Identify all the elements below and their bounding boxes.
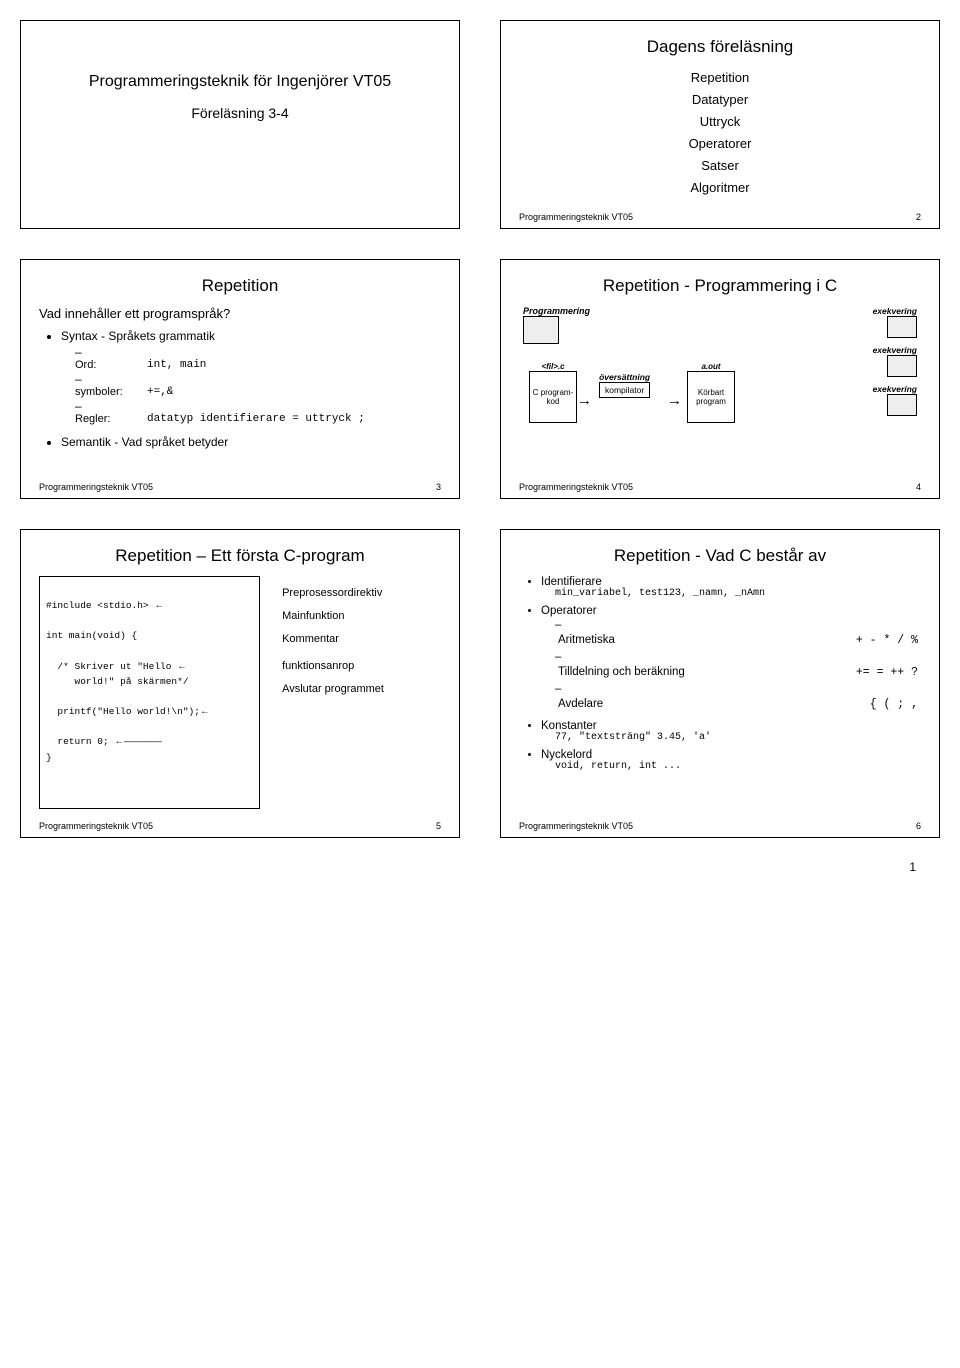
slide1-subtitle: Föreläsning 3-4	[39, 105, 441, 121]
computer-icon	[887, 316, 917, 338]
compilation-diagram: Programmering <fil>.c C program-kod → öv…	[519, 306, 921, 436]
code-block: #include <stdio.h> ← int main(void) { /*…	[39, 576, 260, 809]
operators-heading: Operatorer	[541, 605, 597, 617]
slide2-items: Repetition Datatyper Uttryck Operatorer …	[519, 67, 921, 200]
slide3-title: Repetition	[39, 276, 441, 296]
slide6-title: Repetition - Vad C består av	[519, 546, 921, 566]
semantik-heading: Semantik - Vad språket betyder	[61, 435, 441, 449]
slide5-title: Repetition – Ett första C-program	[39, 546, 441, 566]
keywords-heading: Nyckelord	[541, 749, 592, 761]
slide-6: Repetition - Vad C består av Identifiera…	[500, 529, 940, 838]
slide-4: Repetition - Programmering i C Programme…	[500, 259, 940, 499]
arrow-icon: →	[577, 392, 592, 409]
syntax-heading: Syntax - Språkets grammatik	[61, 329, 215, 343]
computer-icon	[887, 394, 917, 416]
compiler-box: kompilator	[599, 382, 650, 398]
constants-heading: Konstanter	[541, 720, 597, 732]
identifiers-heading: Identifierare	[541, 576, 602, 588]
slide1-title: Programmeringsteknik för Ingenjörer VT05	[39, 73, 441, 91]
arrow-icon: →	[667, 392, 682, 409]
slide-3: Repetition Vad innehåller ett programspr…	[20, 259, 460, 499]
page-number: 1	[909, 860, 916, 874]
slide4-title: Repetition - Programmering i C	[519, 276, 921, 296]
slide-2: Dagens föreläsning Repetition Datatyper …	[500, 20, 940, 229]
code-annotations: Preprosessordirektiv Mainfunktion Kommen…	[282, 576, 441, 809]
binary-doc-icon: Körbart program	[687, 371, 735, 423]
slide-5: Repetition – Ett första C-program #inclu…	[20, 529, 460, 838]
slide2-title: Dagens föreläsning	[519, 37, 921, 57]
slide-1: Programmeringsteknik för Ingenjörer VT05…	[20, 20, 460, 229]
computer-icon	[523, 316, 559, 344]
slide3-subtitle: Vad innehåller ett programspråk?	[39, 306, 441, 321]
source-doc-icon: C program-kod	[529, 371, 577, 423]
footer-text: Programmeringsteknik VT05	[519, 212, 633, 222]
slide2-page: 2	[916, 212, 921, 222]
computer-icon	[887, 355, 917, 377]
